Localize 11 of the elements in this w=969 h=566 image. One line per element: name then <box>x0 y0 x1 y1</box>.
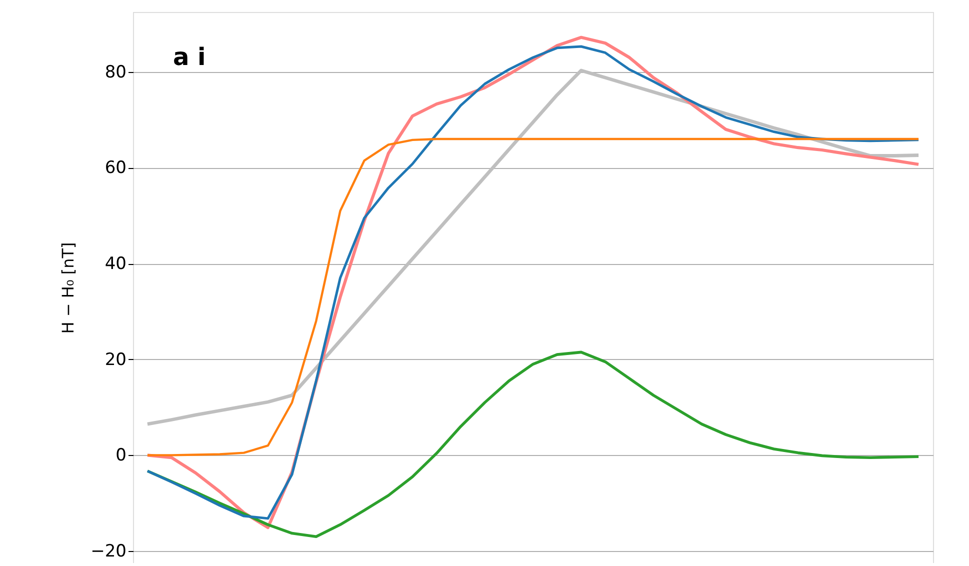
y-tick-label: 40 <box>104 254 126 274</box>
line-series <box>146 68 920 426</box>
y-tick-label: −20 <box>90 542 126 562</box>
y-axis-title: H − H₀ [nT] <box>58 242 78 334</box>
line-series <box>146 138 920 456</box>
y-tick-label: 0 <box>116 446 126 466</box>
y-tick-label: 60 <box>104 158 126 178</box>
y-tick-label: 20 <box>104 350 126 370</box>
annotation: a i <box>173 43 206 71</box>
y-tick-label: 80 <box>104 62 126 82</box>
line-series <box>146 350 920 538</box>
